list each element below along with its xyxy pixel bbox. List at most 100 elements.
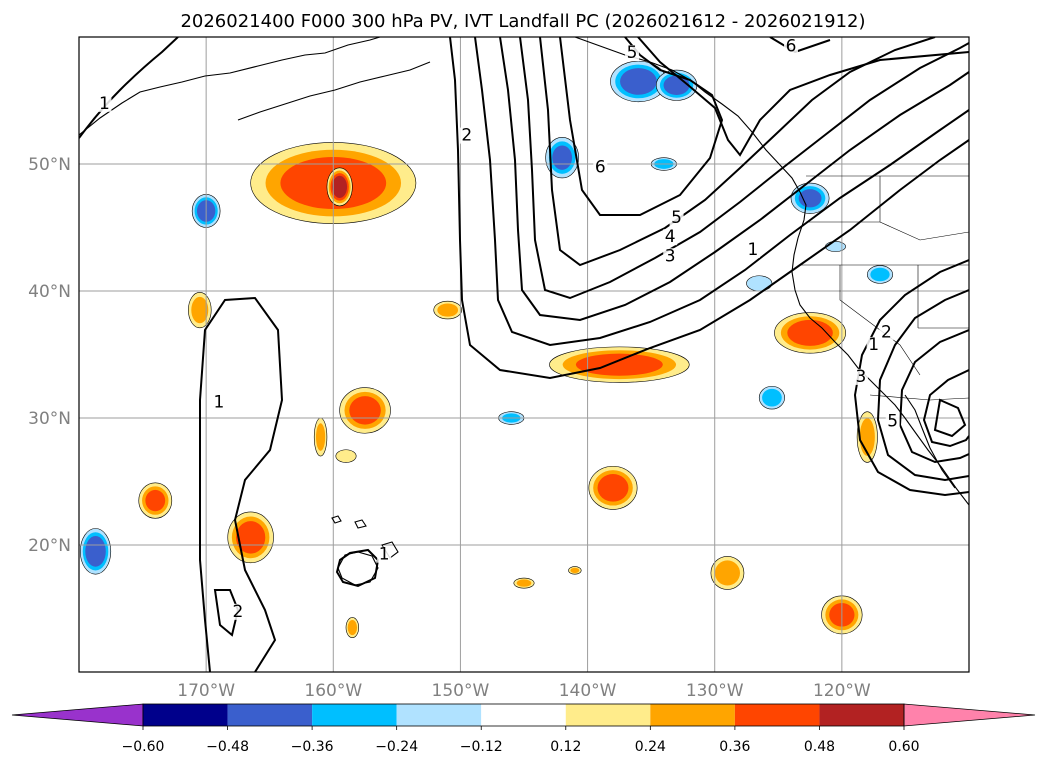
contour-label-bg — [784, 38, 798, 55]
pc-region-band — [191, 296, 209, 324]
pc-region-band — [349, 396, 381, 425]
pc-region — [568, 566, 582, 575]
pv-contour-4-trough — [519, 37, 969, 300]
pc-region — [313, 417, 328, 457]
pc-region — [345, 617, 360, 639]
coastline-alaska — [79, 37, 381, 136]
contour-label: 2 — [233, 602, 244, 622]
lon-tick-label: 160°W — [304, 681, 362, 701]
pc-region-band — [235, 521, 266, 554]
contour-label-bg — [879, 324, 894, 341]
chart-title: 2026021400 F000 300 hPa PV, IVT Landfall… — [180, 11, 865, 32]
lat-tick-label: 50°N — [28, 155, 71, 175]
colorbar-bin — [481, 704, 566, 726]
lon-tick-label: 120°W — [813, 681, 871, 701]
pc-region — [513, 577, 535, 589]
pc-region-band — [516, 579, 532, 587]
pv-contour-2-cutoff — [876, 289, 969, 482]
colorbar-bin — [143, 704, 228, 726]
pc-region-band — [315, 423, 326, 451]
contour-label-bg — [377, 546, 392, 563]
contour-label: 1 — [868, 335, 879, 355]
contour-label-bg — [211, 394, 226, 411]
pc-region-band — [85, 535, 106, 567]
colorbar-tick-label: −0.48 — [206, 739, 249, 755]
contour-label: 5 — [887, 411, 898, 431]
pc-region-band — [746, 275, 773, 292]
coastline-west-coast — [791, 191, 969, 506]
pc-region — [339, 387, 391, 434]
pv-contour-3-trough — [499, 37, 969, 322]
colorbar-bin — [734, 704, 820, 726]
pc-region-band — [552, 145, 573, 170]
lon-tick-label: 150°W — [432, 681, 490, 701]
pv-contour-4-cutoff — [922, 369, 969, 448]
contour-label: 4 — [665, 227, 676, 247]
border-states-6 — [879, 221, 969, 241]
border-us-mexico — [869, 394, 969, 401]
pc-region-band — [597, 474, 629, 502]
pv-contours — [79, 37, 969, 672]
pv-contour-1-central-north — [199, 296, 284, 672]
island-hawaii-oahu — [354, 519, 367, 529]
pc-region — [758, 385, 785, 410]
pv-contour-1-northwest — [79, 37, 179, 139]
pc-region — [710, 556, 745, 590]
contour-label: 2 — [881, 322, 892, 342]
gridlines — [79, 37, 969, 672]
pc-region-band — [870, 267, 890, 282]
pc-region — [188, 291, 212, 329]
pv-contour-6-loop — [559, 37, 724, 216]
pv-contour-5-north — [637, 37, 969, 157]
lat-tick-label: 40°N — [28, 282, 71, 302]
contour-label-bg — [625, 45, 640, 62]
pc-region — [746, 275, 773, 292]
colorbar-bin — [565, 704, 651, 726]
pc-region — [138, 482, 173, 519]
lat-tick-label: 20°N — [28, 536, 71, 556]
pv-contour-5-cutoff — [933, 398, 967, 438]
colorbar-tick-label: −0.24 — [375, 739, 418, 755]
pc-region-band — [620, 68, 657, 95]
pv-contour-1-hawaii — [335, 548, 380, 588]
pv-contour-1-cutoff — [853, 259, 969, 497]
contour-label: 3 — [665, 246, 676, 266]
contour-label: 6 — [786, 37, 797, 57]
contour-label-bg — [97, 95, 112, 112]
pc-region-band — [714, 560, 740, 586]
contour-label-bg — [663, 248, 678, 265]
pc-region-band — [145, 489, 166, 512]
contour-label-bg — [459, 127, 474, 144]
contour-label-bg — [853, 368, 868, 385]
pc-region — [588, 465, 638, 510]
colorbar-bin — [819, 704, 904, 726]
contour-label: 1 — [213, 392, 224, 412]
lon-tick-labels: 170°W 160°W 150°W 140°W 130°W 120°W — [177, 681, 871, 701]
pc-region-band — [570, 567, 580, 574]
colorbar-extend-high — [903, 703, 1036, 727]
lon-tick-label: 170°W — [177, 681, 235, 701]
pc-region — [549, 346, 690, 383]
island-kauai — [331, 515, 342, 524]
colorbar: −0.60 −0.48 −0.36 −0.24 −0.12 0.12 0.24 0.36 0.4… — [11, 703, 1036, 755]
colorbar-tick-label: 0.60 — [888, 739, 919, 755]
contour-label: 2 — [461, 126, 472, 146]
colorbar-bin — [312, 704, 397, 726]
pv-contour-2-central-small — [213, 589, 240, 637]
pc-region-band — [798, 189, 822, 208]
contour-label-bg — [866, 337, 881, 354]
political-borders — [800, 175, 969, 401]
contour-label-bg — [230, 603, 245, 620]
contour-label: 6 — [595, 157, 606, 177]
colorbar-tick-label: 0.36 — [719, 739, 750, 755]
coastline-baja-inner — [904, 394, 956, 489]
pc-region-band — [859, 418, 875, 456]
pc-shading-layer — [79, 60, 894, 639]
colorbar-tick-label: 0.48 — [804, 739, 835, 755]
colorbar-bin — [650, 704, 735, 726]
pv-contour-3-cutoff — [898, 329, 969, 464]
pc-region-band — [762, 388, 782, 407]
